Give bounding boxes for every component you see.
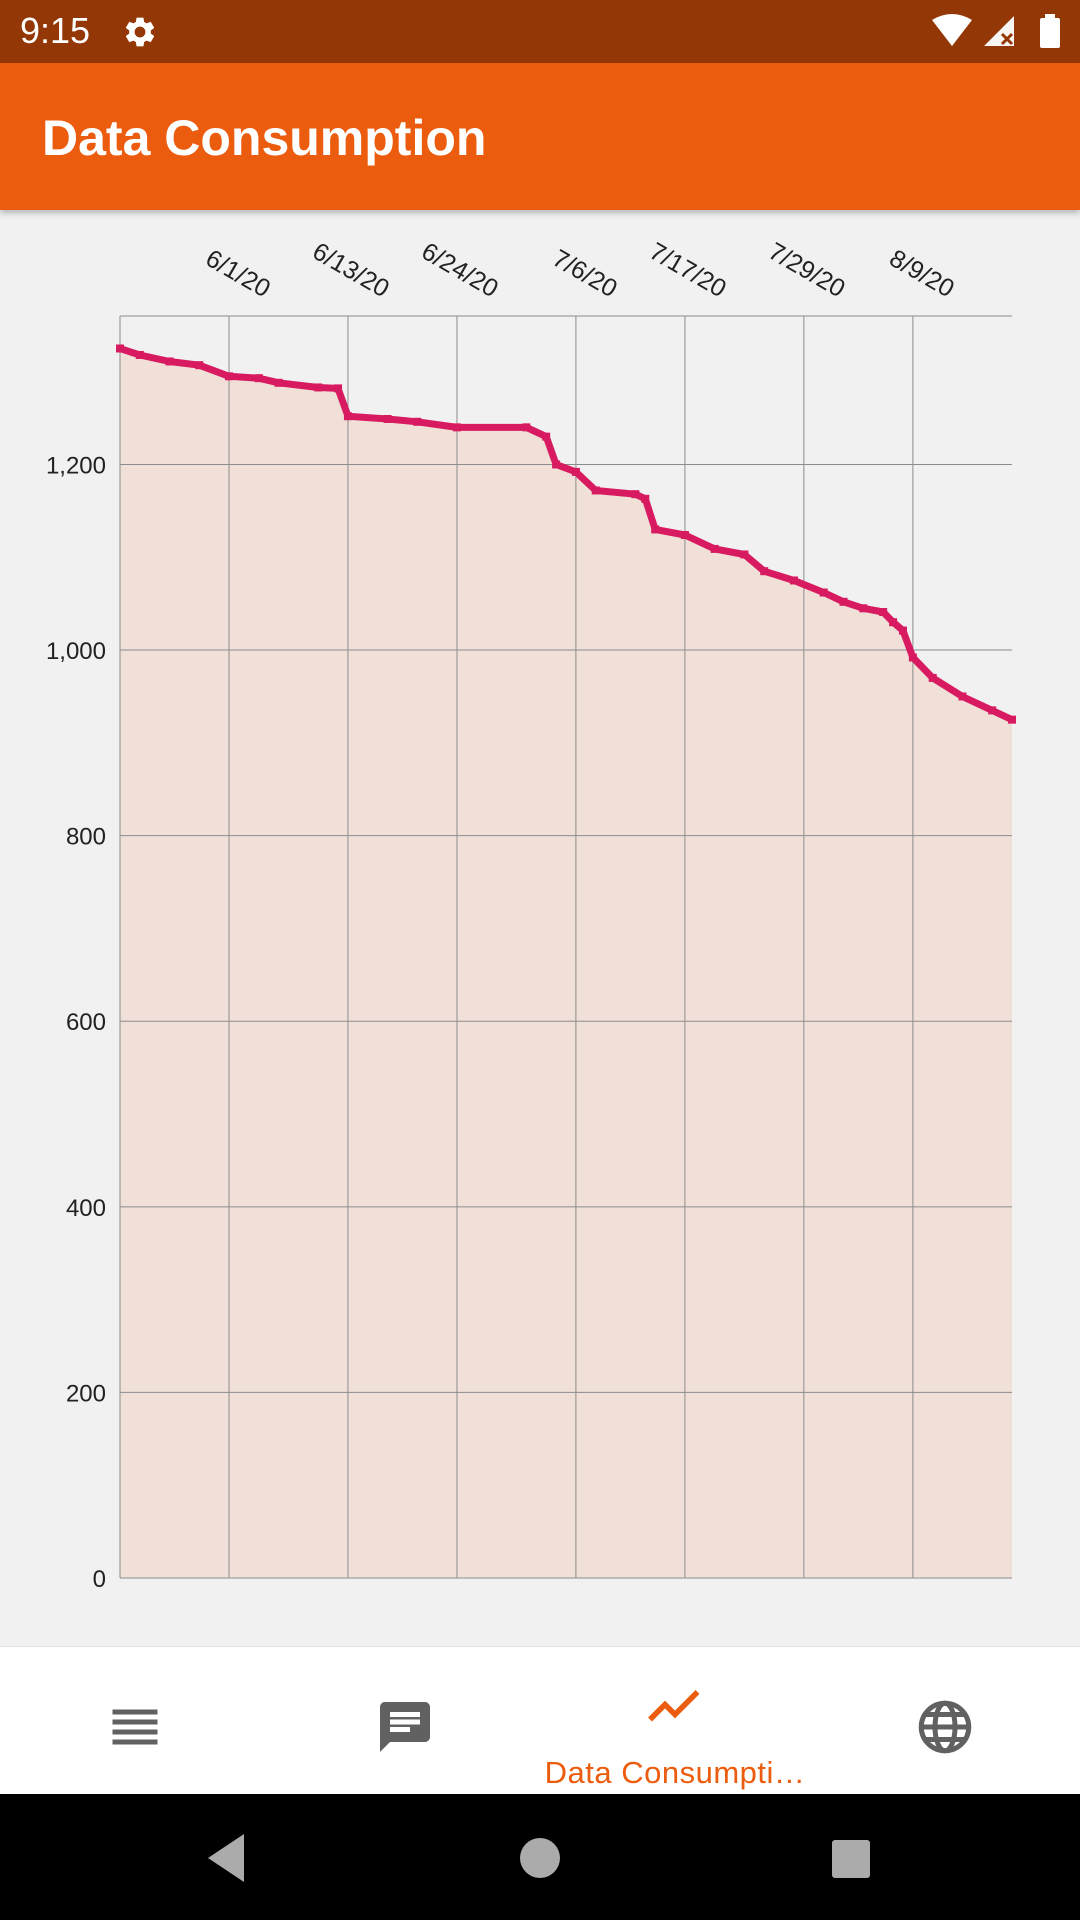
data-point <box>760 567 769 576</box>
y-tick-label: 1,200 <box>46 452 106 479</box>
nav-label-data-consumption: Data Consumpti… <box>544 1755 806 1790</box>
back-icon[interactable] <box>200 1826 264 1890</box>
data-point <box>641 494 650 503</box>
data-point <box>522 423 531 432</box>
list-icon <box>105 1697 165 1757</box>
data-point <box>254 374 263 383</box>
data-point <box>839 597 848 606</box>
status-time: 9:15 <box>20 10 91 51</box>
data-point <box>1008 715 1016 724</box>
data-point <box>343 412 352 421</box>
x-tick-label: 7/6/20 <box>548 244 622 303</box>
x-tick-label: 6/24/20 <box>417 237 503 303</box>
data-point <box>274 378 283 387</box>
x-tick-label: 7/29/20 <box>764 237 850 303</box>
data-point <box>908 653 917 662</box>
y-tick-label: 0 <box>93 1566 106 1593</box>
signal-icon <box>984 16 1014 46</box>
data-point <box>165 357 174 366</box>
data-point <box>334 384 343 393</box>
x-tick-label: 6/13/20 <box>308 237 394 303</box>
data-point <box>413 417 422 426</box>
status-icons <box>932 12 1062 52</box>
globe-icon <box>915 1697 975 1757</box>
nav-item-data-consumption[interactable]: Data Consumpti… <box>540 1647 810 1795</box>
data-point <box>631 490 640 499</box>
nav-item-messages[interactable] <box>270 1647 540 1795</box>
y-tick-label: 1,000 <box>46 638 106 665</box>
data-point <box>740 550 749 559</box>
data-consumption-chart: 0 200 400 600 800 1,000 1,200 6/1/20 6/13/20 6/24… <box>0 210 1080 1645</box>
data-point <box>542 432 551 441</box>
nav-item-list[interactable] <box>0 1647 270 1795</box>
data-point <box>452 423 461 432</box>
data-point <box>225 372 234 381</box>
data-point <box>680 530 689 539</box>
data-point <box>789 576 798 585</box>
y-tick-label: 600 <box>66 1009 106 1036</box>
page-title: Data Consumption <box>42 110 487 166</box>
battery-icon <box>1040 14 1060 48</box>
x-tick-label: 6/1/20 <box>201 244 275 303</box>
data-point <box>988 706 997 715</box>
data-point <box>383 415 392 424</box>
y-tick-label: 200 <box>66 1380 106 1407</box>
data-point <box>928 673 937 682</box>
data-point <box>958 692 967 701</box>
bottom-navigation: Data Consumpti… <box>0 1646 1080 1795</box>
data-point <box>859 604 868 613</box>
wifi-icon <box>932 14 972 46</box>
system-navigation-bar <box>0 1794 1080 1920</box>
trending-line-icon <box>645 1677 705 1737</box>
recents-icon[interactable] <box>818 1826 882 1890</box>
data-point <box>571 467 580 476</box>
data-point <box>135 350 144 359</box>
home-icon[interactable] <box>508 1826 572 1890</box>
series-area <box>120 348 1012 1578</box>
data-point <box>898 626 907 635</box>
data-point <box>116 344 124 353</box>
nav-item-web[interactable] <box>810 1647 1080 1795</box>
data-point <box>889 618 898 627</box>
x-tick-label: 7/17/20 <box>645 237 731 303</box>
data-point <box>879 608 888 617</box>
y-tick-label: 400 <box>66 1195 106 1222</box>
chat-message-icon <box>375 1697 435 1757</box>
status-bar: 9:15 <box>0 0 1080 63</box>
data-point <box>651 525 660 534</box>
data-point <box>591 486 600 495</box>
data-point <box>819 588 828 597</box>
data-point <box>195 361 204 370</box>
y-tick-label: 800 <box>66 824 106 851</box>
data-point <box>552 460 561 469</box>
data-point <box>710 544 719 553</box>
settings-icon <box>122 14 158 50</box>
x-tick-label: 8/9/20 <box>885 244 959 303</box>
data-point <box>314 383 323 392</box>
app-bar: Data Consumption <box>0 63 1080 210</box>
